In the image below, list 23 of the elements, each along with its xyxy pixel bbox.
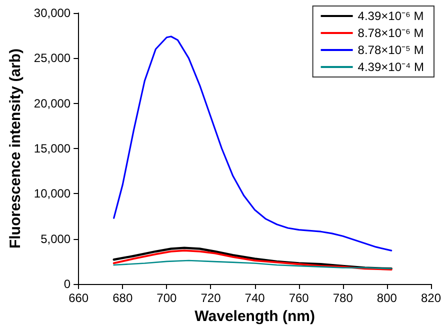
legend-label: 8.78×10⁻⁵ M (358, 43, 424, 57)
legend-label: 8.78×10⁻⁶ M (358, 26, 424, 40)
x-tick-label: 760 (288, 291, 310, 305)
line-series (113, 260, 392, 270)
legend-label: 4.39×10⁻⁴ M (358, 60, 424, 74)
x-tick-label: 700 (156, 291, 178, 305)
x-tick-label: 720 (200, 291, 222, 305)
x-tick-label: 820 (420, 291, 442, 305)
y-tick-label: 15,000 (34, 142, 71, 156)
y-tick-label: 10,000 (34, 186, 71, 201)
x-tick-label: 800 (376, 291, 398, 305)
y-tick-label: 25,000 (34, 51, 71, 66)
y-tick-label: 5,000 (40, 232, 71, 246)
x-tick-label: 660 (68, 291, 89, 305)
x-tick-label: 680 (112, 291, 133, 305)
x-tick-label: 740 (244, 291, 266, 305)
y-tick-label: 30,000 (34, 6, 71, 20)
x-axis-title: Wavelength (nm) (194, 308, 315, 325)
y-axis-title: Fluorescence intensity (arb) (7, 48, 24, 249)
y-tick-label: 20,000 (34, 96, 71, 110)
y-tick-label: 0 (64, 277, 71, 291)
legend-label: 4.39×10⁻⁶ M (358, 9, 424, 23)
x-tick-label: 780 (332, 291, 354, 305)
